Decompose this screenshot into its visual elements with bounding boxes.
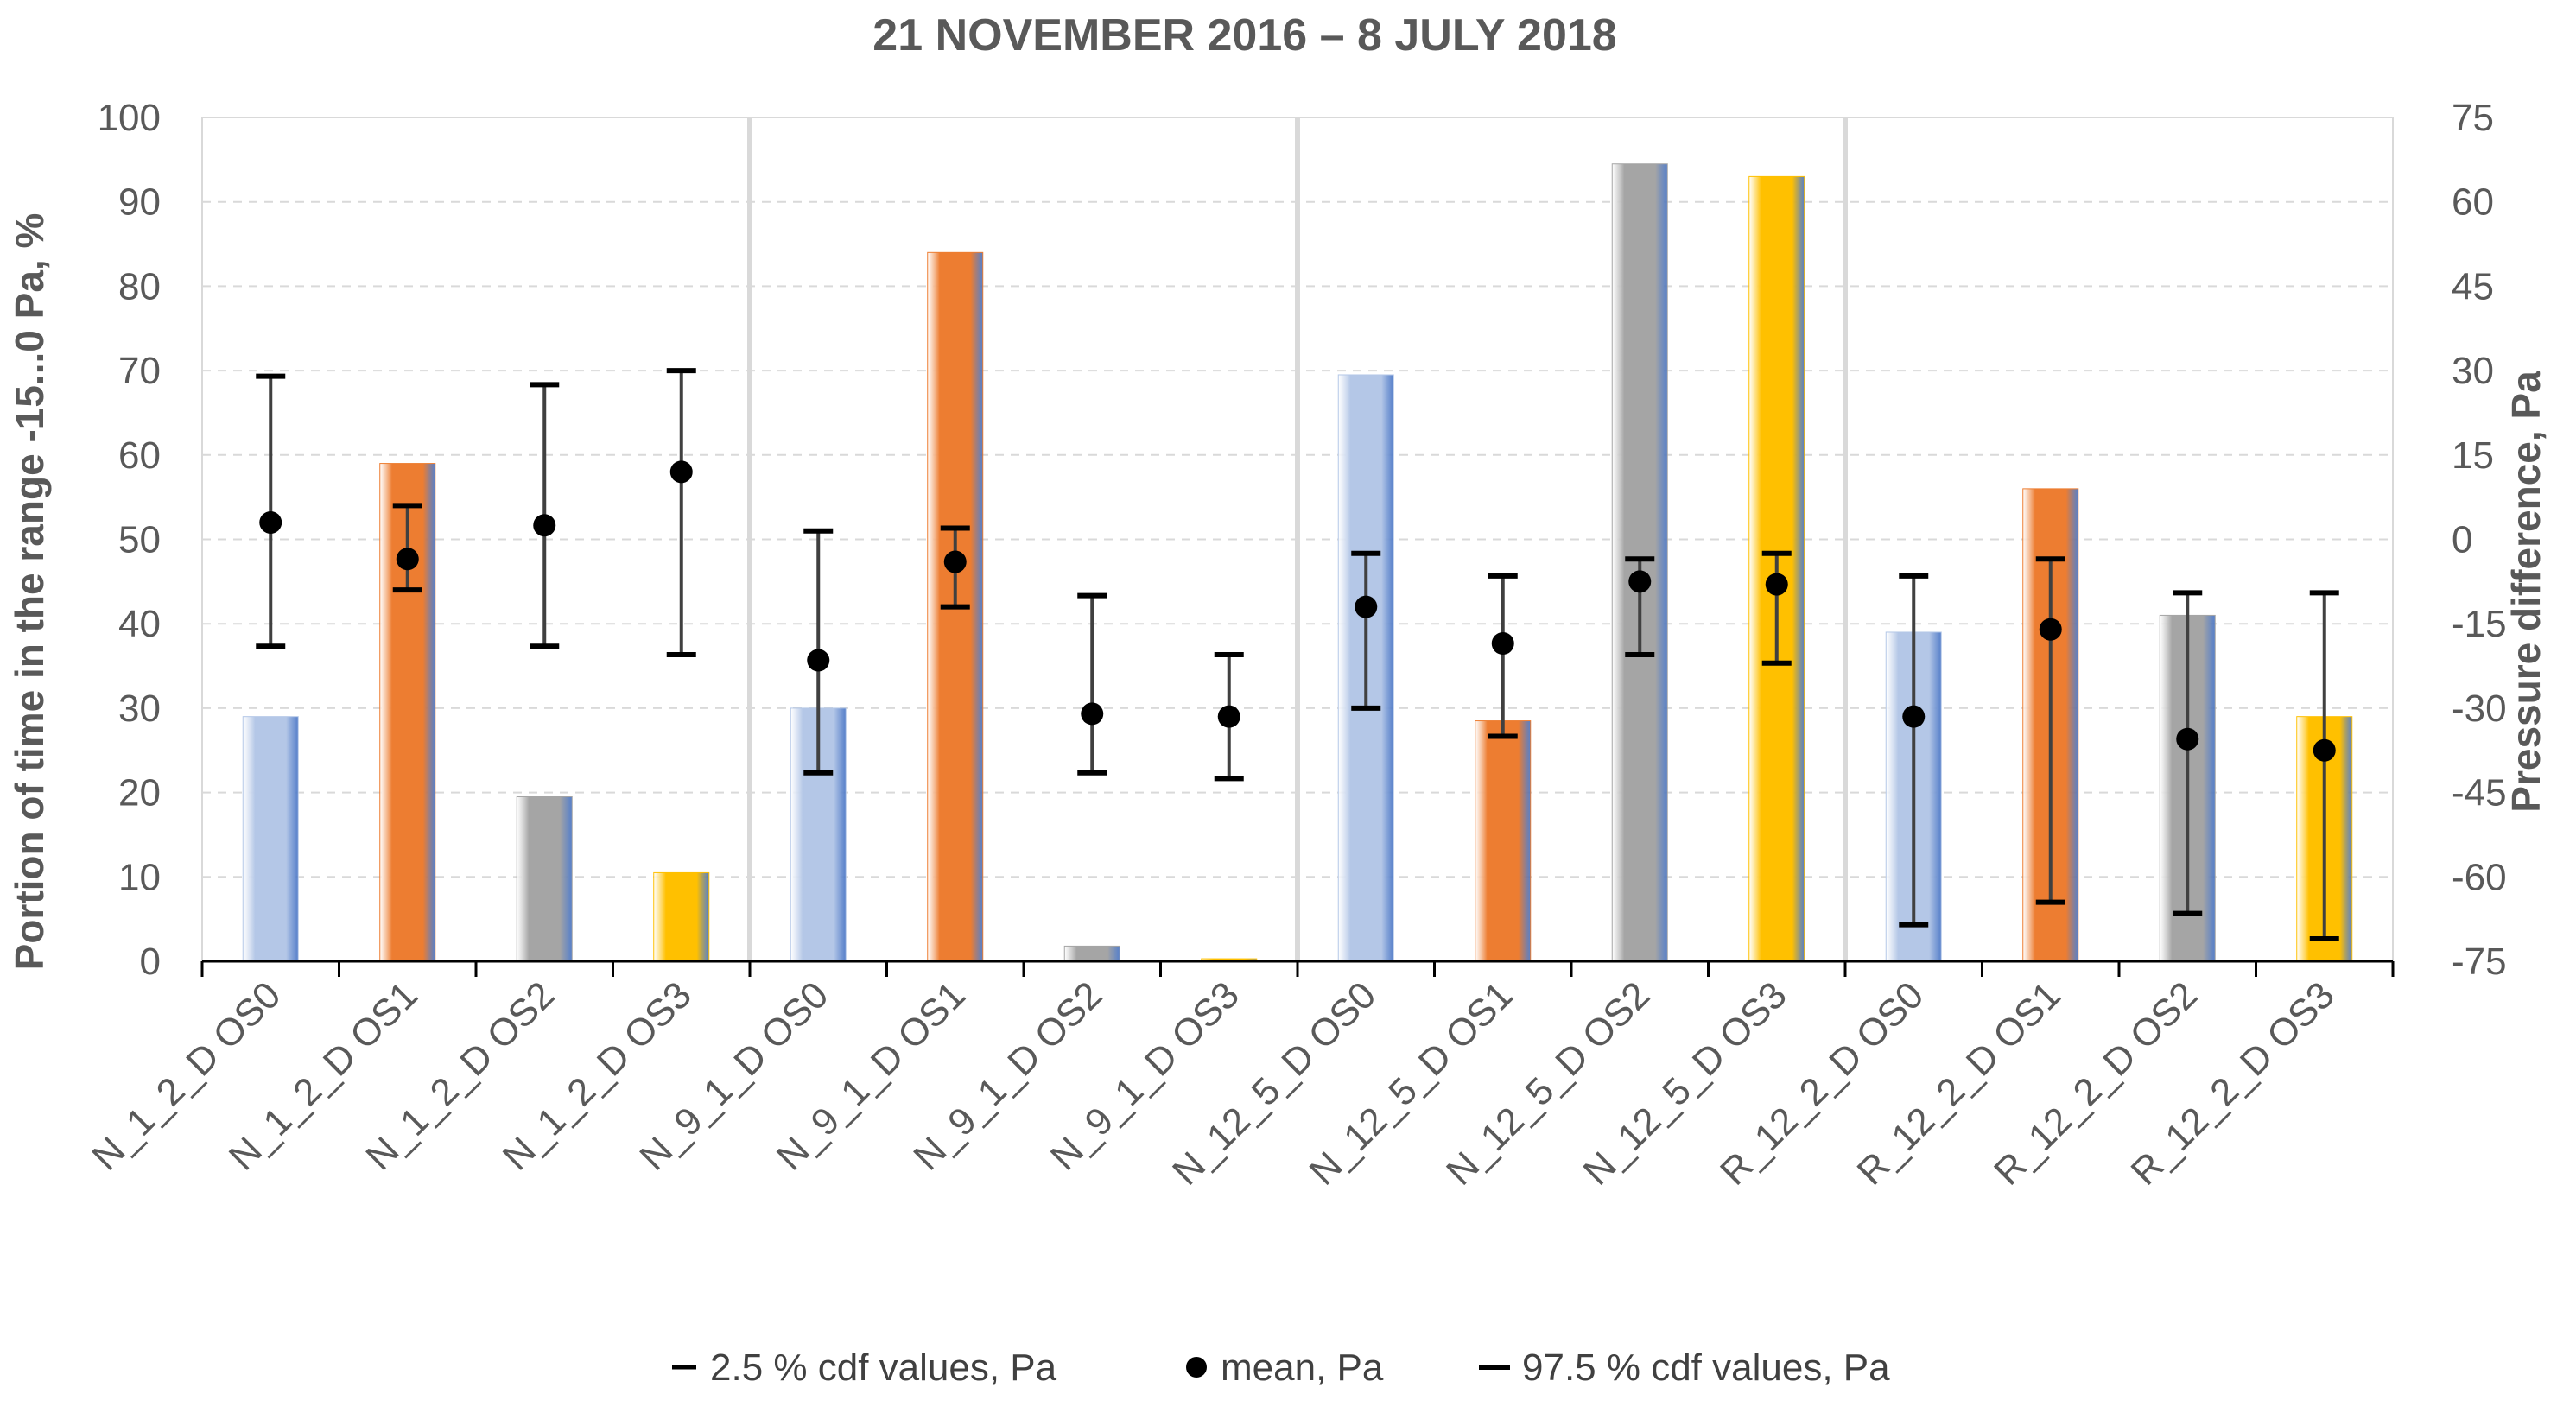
mean-marker — [669, 460, 693, 484]
mean-marker — [533, 514, 556, 537]
left-tick-label: 80 — [118, 265, 161, 307]
mean-marker — [1765, 573, 1788, 596]
legend: 2.5 % cdf values, Pa mean, Pa 97.5 % cdf… — [672, 1346, 1890, 1389]
group-separators — [747, 117, 1848, 961]
legend-label-mean: mean, Pa — [1221, 1346, 1384, 1389]
legend-label-cdf-2-5: 2.5 % cdf values, Pa — [710, 1346, 1057, 1389]
mean-marker — [1081, 702, 1104, 726]
chart-title: 21 NOVEMBER 2016 – 8 JULY 2018 — [872, 10, 1616, 60]
mean-marker — [2039, 618, 2062, 641]
right-tick-label: -75 — [2452, 941, 2507, 983]
left-tick-label: 10 — [118, 856, 161, 898]
right-tick-label: -30 — [2452, 687, 2507, 730]
legend-label-cdf-97-5: 97.5 % cdf values, Pa — [1522, 1346, 1890, 1389]
left-axis-ticks: 0 10 20 30 40 50 60 70 80 90 100 — [98, 97, 161, 983]
right-tick-label: 0 — [2452, 519, 2472, 561]
left-tick-label: 40 — [118, 603, 161, 645]
right-tick-label: 60 — [2452, 181, 2494, 224]
error-bars — [256, 368, 2339, 941]
right-tick-label: 75 — [2452, 97, 2494, 139]
bar-n-1-2-d-os0 — [242, 716, 299, 962]
left-tick-label: 60 — [118, 434, 161, 477]
right-axis-ticks: -75 -60 -45 -30 -15 0 15 30 45 60 75 — [2452, 97, 2507, 983]
left-tick-label: 0 — [140, 941, 161, 983]
bar-n-1-2-d-os2 — [516, 795, 573, 962]
right-tick-label: 15 — [2452, 434, 2494, 477]
left-tick-label: 90 — [118, 181, 161, 224]
mean-marker — [396, 548, 419, 571]
left-tick-label: 50 — [118, 519, 161, 561]
bar-n-1-2-d-os3 — [653, 871, 710, 962]
right-tick-label: 45 — [2452, 265, 2494, 307]
right-tick-label: -45 — [2452, 772, 2507, 814]
left-tick-label: 70 — [118, 350, 161, 392]
mean-marker — [1491, 631, 1514, 655]
right-tick-label: -15 — [2452, 603, 2507, 645]
mean-marker — [943, 550, 967, 573]
legend-marker-mean — [1186, 1357, 1207, 1378]
bars — [242, 163, 2353, 962]
mean-marker — [1217, 705, 1240, 728]
left-tick-label: 20 — [118, 772, 161, 814]
mean-marker — [2176, 727, 2199, 751]
bar-n-12-5-d-os1 — [1475, 720, 1532, 962]
mean-marker — [807, 649, 830, 672]
left-tick-label: 30 — [118, 687, 161, 730]
bar-n-9-1-d-os2 — [1063, 945, 1120, 962]
right-tick-label: -60 — [2452, 856, 2507, 898]
mean-marker — [2313, 738, 2336, 762]
mean-marker — [1628, 570, 1652, 593]
axes — [200, 117, 2395, 977]
right-axis-title: Pressure difference, Pa — [2503, 371, 2548, 813]
mean-marker — [1902, 705, 1926, 728]
left-tick-label: 100 — [98, 97, 161, 139]
mean-marker — [259, 510, 282, 534]
left-axis-title: Portion of time in the range -15...0 Pa,… — [7, 213, 52, 971]
right-tick-label: 30 — [2452, 350, 2494, 392]
mean-marker — [1355, 595, 1378, 618]
